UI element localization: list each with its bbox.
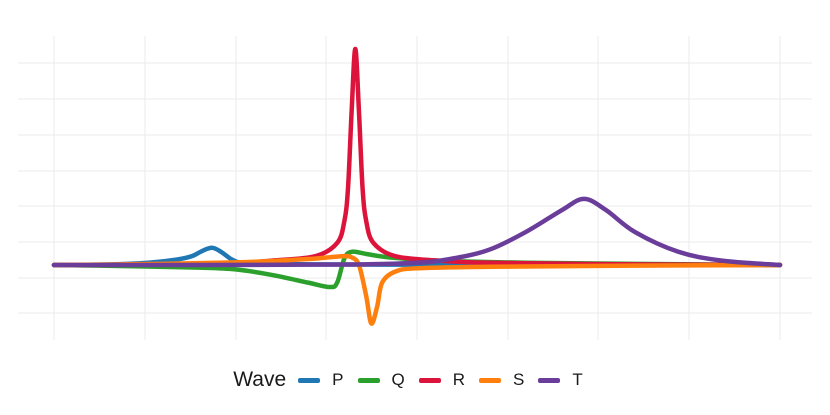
chart-plot — [18, 36, 812, 340]
chart-series-lines — [51, 46, 783, 326]
legend-item-t: T — [538, 370, 583, 390]
legend-item-q: Q — [357, 370, 405, 390]
series-line-t — [51, 196, 783, 268]
legend-key-r — [418, 377, 441, 383]
legend-label-p: P — [332, 370, 344, 389]
chart-grid — [18, 36, 812, 340]
legend-label-r: R — [452, 370, 466, 389]
legend-label-t: T — [572, 370, 583, 389]
legend-label-s: S — [513, 370, 525, 389]
legend-title: Wave — [233, 368, 287, 391]
chart-legend: Wave P Q R S T — [0, 362, 830, 398]
series-line-s — [51, 253, 783, 326]
legend-items: P Q R S T — [298, 370, 597, 390]
legend-key-p — [298, 377, 321, 383]
legend-key-q — [357, 377, 380, 383]
legend-item-s: S — [479, 370, 524, 390]
legend-key-t — [538, 377, 561, 383]
legend-item-r: R — [418, 370, 466, 390]
legend-item-p: P — [298, 370, 344, 390]
series-line-p — [51, 245, 783, 268]
legend-key-s — [479, 377, 502, 383]
legend-label-q: Q — [391, 370, 405, 389]
